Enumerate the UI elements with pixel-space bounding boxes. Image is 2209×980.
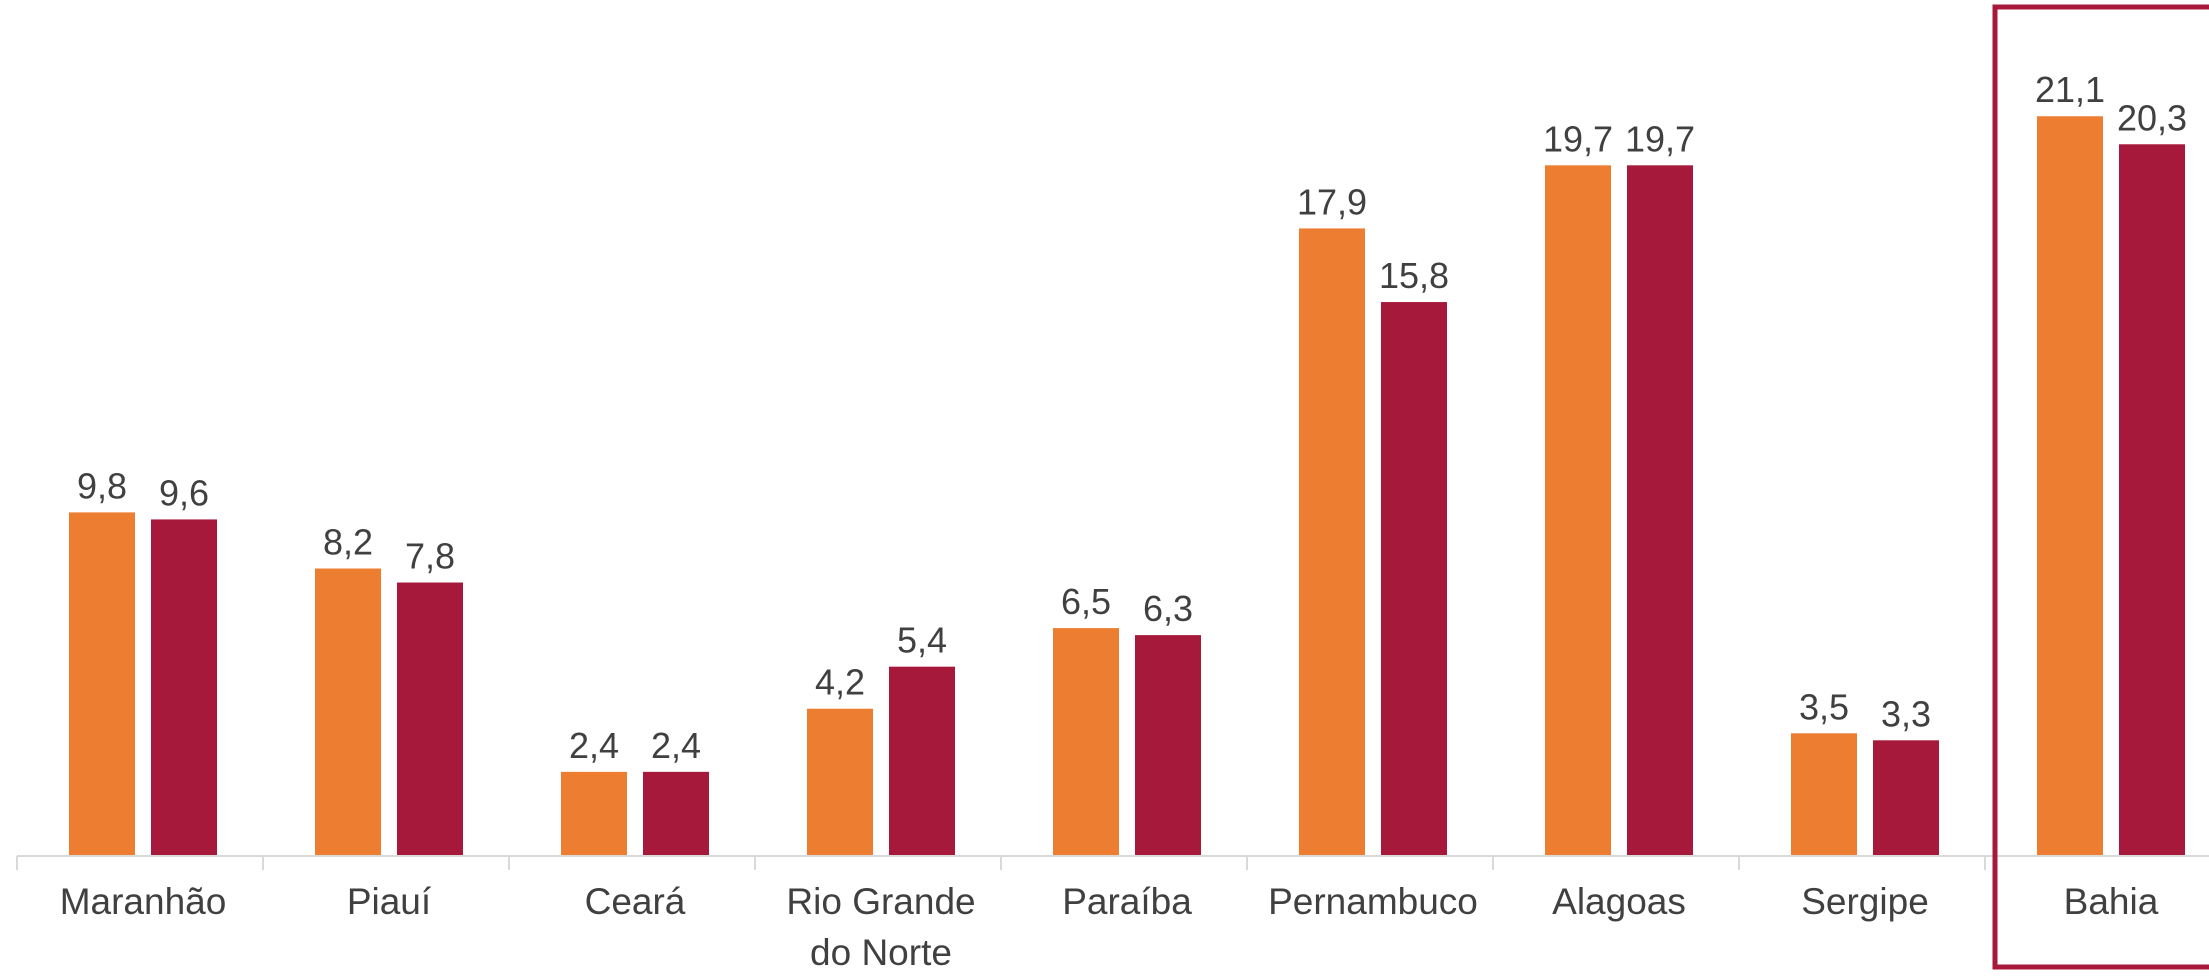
x-tick-label-line: Bahia	[2064, 881, 2159, 922]
x-tick-label-line: Sergipe	[1801, 881, 1929, 922]
data-label: 20,3	[2117, 97, 2187, 138]
x-tick-label: Piauí	[347, 881, 432, 922]
data-label: 3,5	[1799, 686, 1849, 727]
x-tick-label: Alagoas	[1552, 881, 1686, 922]
bar-6-1	[1627, 165, 1693, 856]
data-label: 5,4	[897, 620, 947, 661]
bar-3-0	[807, 708, 873, 856]
x-tick-label: Rio Grande do Norte	[786, 881, 975, 973]
bar-4-1	[1135, 635, 1201, 856]
bars-group	[69, 116, 2185, 857]
data-label: 9,6	[159, 472, 209, 513]
data-label: 19,7	[1543, 118, 1613, 159]
data-label: 2,4	[651, 725, 701, 766]
x-tick-label-line: do Norte	[810, 932, 952, 973]
bar-1-0	[315, 568, 381, 856]
x-tick-label: Bahia	[2064, 881, 2159, 922]
bar-6-0	[1545, 165, 1611, 856]
data-label: 8,2	[323, 522, 373, 563]
data-label: 6,3	[1143, 588, 1193, 629]
bar-8-0	[2037, 116, 2103, 856]
x-tick-label-line: Pernambuco	[1268, 881, 1478, 922]
bar-7-1	[1873, 740, 1939, 856]
data-label: 19,7	[1625, 118, 1695, 159]
bar-3-1	[889, 666, 955, 856]
x-tick-label: Maranhão	[60, 881, 227, 922]
x-tick-label: Paraíba	[1062, 881, 1192, 922]
data-label: 3,3	[1881, 693, 1931, 734]
data-label: 7,8	[405, 536, 455, 577]
x-tick-label-line: Ceará	[585, 881, 686, 922]
x-tick-label: Sergipe	[1801, 881, 1929, 922]
highlight-group	[1992, 4, 2209, 970]
data-label: 6,5	[1061, 581, 1111, 622]
bar-4-0	[1053, 628, 1119, 856]
bar-7-0	[1791, 733, 1857, 856]
data-label: 4,2	[815, 662, 865, 703]
bar-2-0	[561, 771, 627, 856]
bar-5-1	[1381, 302, 1447, 856]
x-tick-labels-group: Maranhão Piauí Ceará Rio Grande do Norte Para…	[60, 881, 2159, 973]
x-axis	[16, 855, 2209, 870]
bar-8-1	[2119, 144, 2185, 857]
bar-0-0	[69, 512, 135, 856]
x-tick-label-line: Rio Grande	[786, 881, 975, 922]
data-label: 2,4	[569, 725, 619, 766]
x-tick-label-line: Paraíba	[1062, 881, 1192, 922]
data-label: 21,1	[2035, 69, 2105, 110]
highlight-box	[1992, 4, 2209, 970]
data-label: 17,9	[1297, 181, 1367, 222]
data-label: 9,8	[77, 465, 127, 506]
x-tick-label-line: Piauí	[347, 881, 432, 922]
bar-5-0	[1299, 228, 1365, 856]
bar-1-1	[397, 582, 463, 856]
x-tick-label: Pernambuco	[1268, 881, 1478, 922]
bar-2-1	[643, 771, 709, 856]
data-label: 15,8	[1379, 255, 1449, 296]
x-tick-label-line: Maranhão	[60, 881, 227, 922]
x-tick-label: Ceará	[585, 881, 686, 922]
data-labels-group: 9,8 9,6 8,2 7,8 2,4 2,4 4,2 5,4 6,5 6,3 17,9 15,8 19…	[77, 69, 2187, 766]
bar-0-1	[151, 519, 217, 856]
x-tick-label-line: Alagoas	[1552, 881, 1686, 922]
